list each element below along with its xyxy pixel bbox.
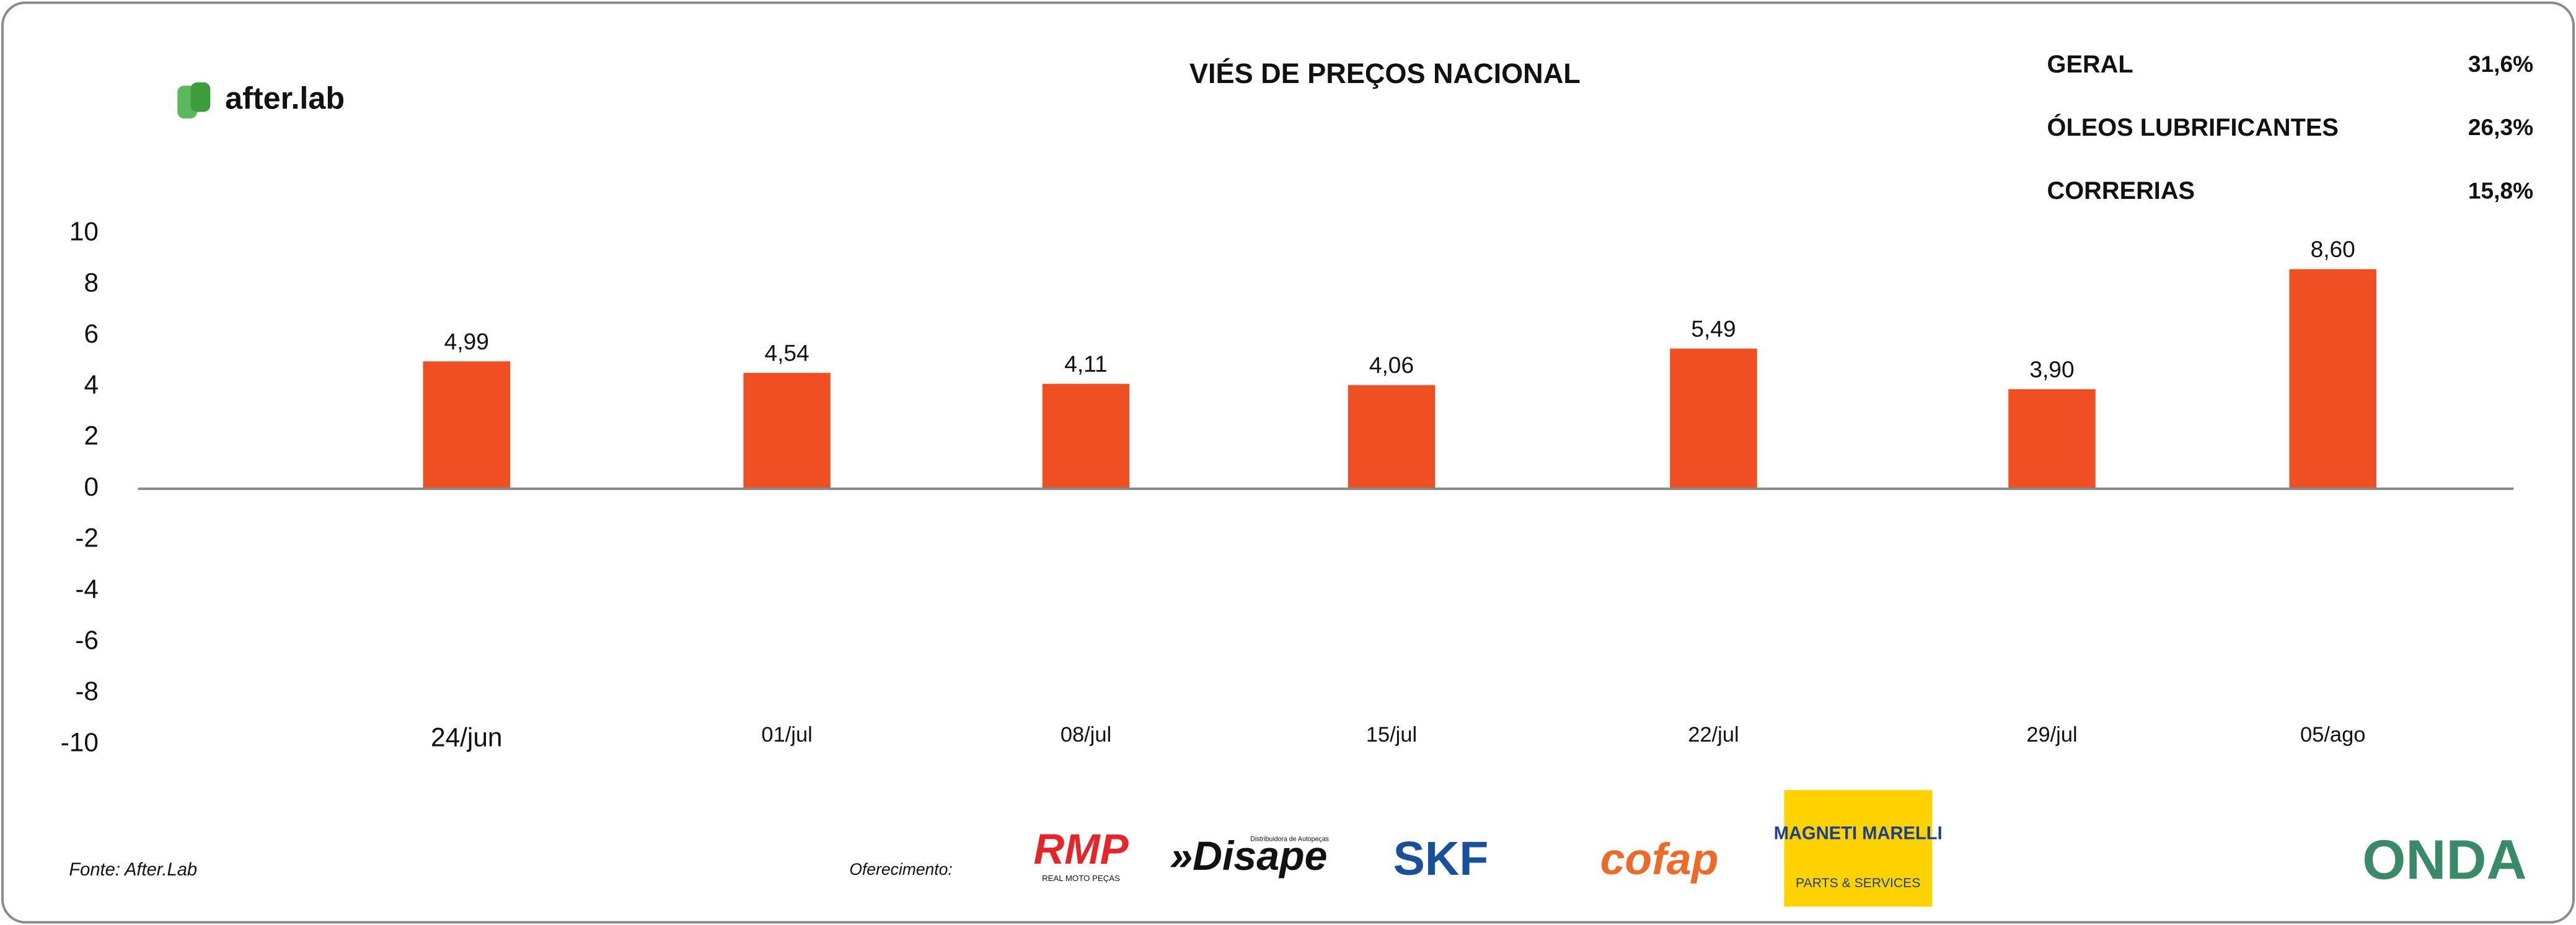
- bar: [743, 372, 831, 489]
- y-tick-label: 6: [84, 319, 99, 348]
- y-tick-label: 0: [84, 472, 99, 501]
- y-tick-label: -6: [75, 625, 99, 654]
- stat-value: 31,6%: [2468, 51, 2533, 77]
- y-tick-label: 10: [69, 217, 99, 246]
- value-label: 4,99: [444, 328, 489, 354]
- sponsor-label: Oferecimento:: [849, 860, 952, 879]
- bar: [1042, 384, 1130, 489]
- sponsor-disape-sub: Distribuidora de Autopeças: [1250, 836, 1329, 843]
- stat-value: 26,3%: [2468, 114, 2533, 140]
- x-tick-label: 24/jun: [431, 722, 503, 752]
- value-label: 4,06: [1369, 352, 1414, 378]
- brand-logo: after.lab: [177, 80, 345, 119]
- x-tick-label: 01/jul: [761, 723, 812, 747]
- y-tick-label: 2: [84, 421, 99, 450]
- sponsor-logos: RMP REAL MOTO PEÇAS »Disape Distribuidor…: [1033, 790, 1943, 907]
- sponsor-magneti: MAGNETI MARELLI: [1774, 824, 1943, 844]
- x-tick-label: 22/jul: [1688, 723, 1739, 747]
- sponsor-magneti-bg: [1784, 790, 1932, 907]
- value-label: 3,90: [2029, 356, 2074, 382]
- sponsor-cofap: cofap: [1600, 835, 1719, 884]
- bar: [2289, 269, 2376, 489]
- y-tick-label: -10: [61, 727, 99, 756]
- logo-icon: [190, 82, 211, 112]
- stat-label: ÓLEOS LUBRIFICANTES: [2047, 113, 2339, 141]
- partner-logo: ONDA: [2362, 828, 2526, 891]
- stat-label: GERAL: [2047, 51, 2133, 78]
- bar: [2008, 389, 2096, 489]
- y-tick-label: 4: [84, 370, 99, 399]
- source: Fonte: After.Lab: [69, 860, 197, 880]
- x-tick-label: 05/ago: [2300, 723, 2365, 747]
- bar: [1348, 385, 1436, 489]
- x-tick-label: 08/jul: [1061, 723, 1111, 747]
- y-tick-label: -2: [75, 524, 99, 553]
- value-label: 4,11: [1064, 351, 1107, 377]
- stats-table: GERAL 31,6% ÓLEOS LUBRIFICANTES 26,3% CORRER…: [2047, 51, 2534, 204]
- chart-title: VIÉS DE PREÇOS NACIONAL: [1189, 58, 1581, 89]
- x-tick-label: 29/jul: [2026, 723, 2077, 747]
- bar: [1670, 348, 1757, 489]
- brand-name: after.lab: [225, 80, 345, 115]
- plot: -10 -8 -6 -4 -2 0 2 4 6 8 10 24/jun 4,99 01/jul 4,54 08…: [61, 217, 2514, 756]
- bar: [423, 361, 510, 489]
- stat-label: CORRERIAS: [2047, 177, 2195, 204]
- y-tick-label: -4: [75, 574, 99, 603]
- sponsor-skf: SKF: [1393, 832, 1489, 885]
- sponsor-magneti-sub: PARTS & SERVICES: [1796, 876, 1920, 890]
- y-tick-label: 8: [84, 268, 99, 297]
- y-tick-label: -8: [75, 677, 99, 706]
- value-label: 4,54: [764, 340, 809, 366]
- sponsor-rmp: RMP: [1033, 825, 1129, 873]
- sponsor-rmp-sub: REAL MOTO PEÇAS: [1042, 874, 1120, 883]
- value-label: 5,49: [1691, 315, 1736, 341]
- sponsor-disape: »Disape: [1170, 833, 1327, 879]
- x-tick-label: 15/jul: [1366, 723, 1417, 747]
- stat-value: 15,8%: [2468, 177, 2533, 203]
- value-label: 8,60: [2311, 236, 2355, 262]
